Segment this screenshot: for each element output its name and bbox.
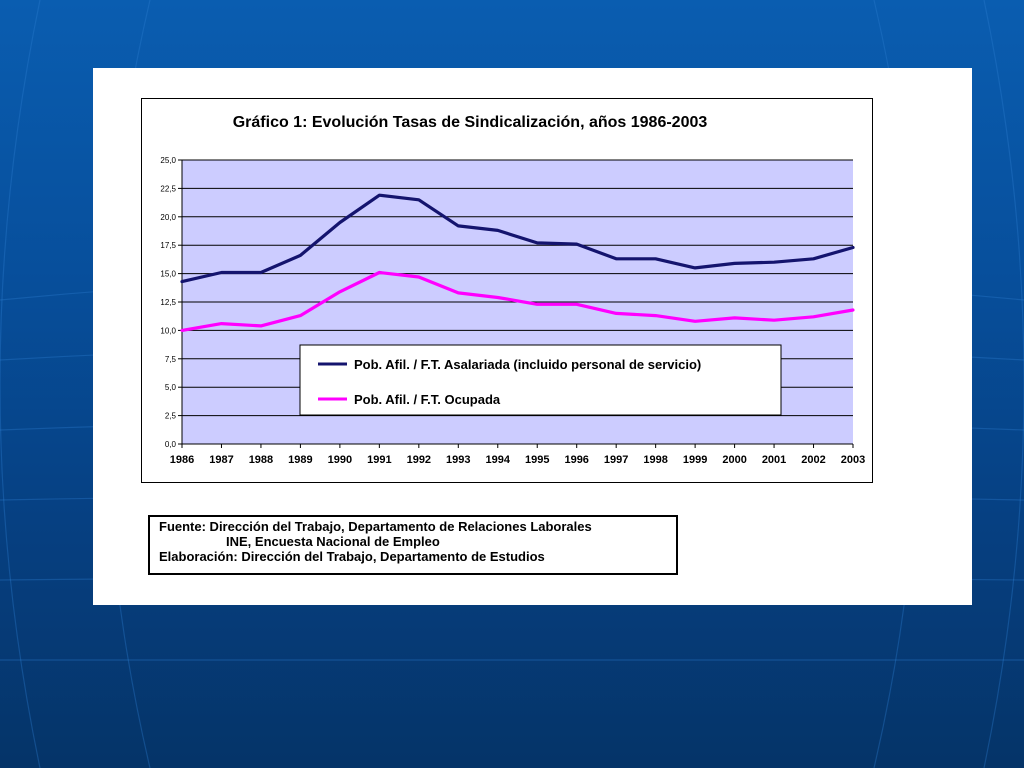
slide-card: Gráfico 1: Evolución Tasas de Sindicaliz… [93, 68, 972, 605]
source-line-ine: INE, Encuesta Nacional de Empleo [226, 534, 440, 549]
y-tick-label: 10,0 [160, 326, 176, 335]
y-tick-label: 15,0 [160, 270, 176, 279]
x-tick-label: 1989 [288, 454, 312, 466]
y-tick-label: 25,0 [160, 156, 176, 165]
series-line-asalariada [180, 193, 855, 284]
x-tick-label: 2001 [762, 454, 786, 466]
x-tick-label: 2000 [722, 454, 746, 466]
chart-frame: Gráfico 1: Evolución Tasas de Sindicaliz… [141, 98, 873, 483]
x-tick-label: 1993 [446, 454, 470, 466]
source-box: Fuente: Dirección del Trabajo, Departame… [148, 515, 678, 575]
series-lines [180, 193, 855, 332]
x-tick-label: 1988 [249, 454, 273, 466]
x-tick-label: 1992 [407, 454, 431, 466]
source-line-fuente: Fuente: Dirección del Trabajo, Departame… [159, 519, 592, 534]
series-line-ocupada [180, 270, 855, 332]
y-tick-label: 7,5 [165, 355, 177, 364]
y-tick-label: 5,0 [165, 383, 177, 392]
legend-box [299, 344, 782, 416]
x-tick-label: 1987 [209, 454, 233, 466]
chart: Gráfico 1: Evolución Tasas de Sindicaliz… [160, 114, 865, 466]
chart-title: Gráfico 1: Evolución Tasas de Sindicaliz… [233, 114, 708, 131]
y-tick-label: 17,5 [160, 241, 176, 250]
y-tick-label: 0,0 [165, 440, 177, 449]
x-tick-label: 1997 [604, 454, 628, 466]
x-tick-label: 1994 [486, 454, 511, 466]
y-tick-label: 12,5 [160, 298, 176, 307]
x-axis-tick-labels: 1986 1987 1988 1989 1990 1991 1992 1993 1994 1995… [170, 454, 865, 466]
source-line-elaboracion: Elaboración: Dirección del Trabajo, Depa… [159, 549, 545, 564]
x-tick-label: 2003 [841, 454, 865, 466]
y-tick-label: 22,5 [160, 184, 176, 193]
y-tick-label: 20,0 [160, 213, 176, 222]
x-tick-label: 1991 [367, 454, 391, 466]
x-tick-label: 1999 [683, 454, 707, 466]
x-tick-label: 2002 [801, 454, 825, 466]
x-tick-label: 1996 [564, 454, 588, 466]
x-tick-label: 1995 [525, 454, 549, 466]
legend-label-ocupada: Pob. Afil. / F.T. Ocupada [354, 392, 501, 407]
x-tick-label: 1986 [170, 454, 194, 466]
y-axis-tick-labels: 0,0 2,5 5,0 7,5 10,0 12,5 15,0 17,5 20,0 22,5 25,0 [160, 156, 176, 449]
y-tick-label: 2,5 [165, 412, 177, 421]
x-tick-label: 1990 [328, 454, 352, 466]
legend: Pob. Afil. / F.T. Asalariada (incluido p… [299, 344, 782, 416]
legend-label-asalariada: Pob. Afil. / F.T. Asalariada (incluido p… [354, 357, 701, 372]
x-tick-label: 1998 [643, 454, 667, 466]
